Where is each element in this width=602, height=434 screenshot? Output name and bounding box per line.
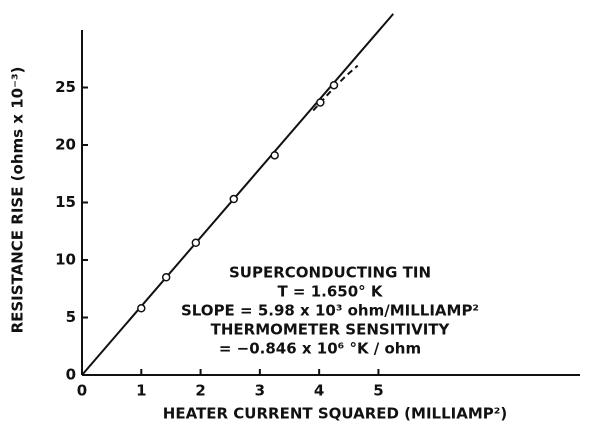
y-tick-label: 10 (55, 251, 76, 269)
point (270, 151, 279, 160)
y-tick-label: 15 (55, 193, 76, 211)
annotation: THERMOMETER SENSITIVITY (211, 321, 451, 339)
point (137, 304, 146, 313)
x-tick-label: 4 (314, 382, 324, 400)
point (316, 98, 325, 107)
annotation: = −0.846 x 10⁶ °K / ohm (219, 340, 421, 358)
point (229, 194, 239, 204)
point (161, 273, 171, 282)
fit-line (81, 13, 395, 376)
x-axis-label: HEATER CURRENT SQUARED (MILLIAMP²) (163, 405, 507, 423)
x-tick-label: 3 (255, 382, 265, 400)
annotation: SLOPE = 5.98 x 10³ ohm/MILLIAMP² (181, 302, 479, 320)
x-tick-label: 5 (373, 382, 383, 400)
x-tick-label: 1 (136, 382, 146, 400)
y-tick-label: 25 (55, 78, 76, 96)
point (329, 80, 339, 90)
y-tick-label: 20 (55, 136, 76, 154)
x-tick-label: 0 (77, 382, 87, 400)
point (191, 238, 201, 247)
y-axis-label: RESISTANCE RISE (ohms x 10⁻³) (9, 67, 27, 334)
annotation: T = 1.650° K (277, 283, 383, 301)
x-tick-label: 2 (195, 382, 205, 400)
y-tick-label: 5 (66, 308, 76, 326)
y-tick-label: 0 (66, 366, 76, 384)
annotation: SUPERCONDUCTING TIN (229, 264, 431, 282)
